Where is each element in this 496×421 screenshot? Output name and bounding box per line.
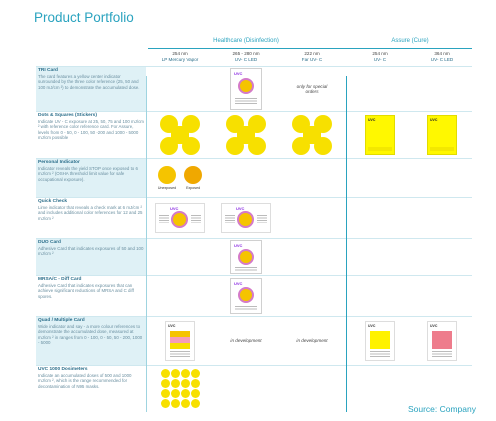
- product-image: UVC: [350, 317, 410, 365]
- product-image: UVC: [350, 112, 410, 158]
- col-header-2: 265 - 280 nm UV- C LED: [232, 51, 260, 62]
- exposed-label: Exposed: [186, 186, 201, 190]
- product-image: UVC: [214, 276, 278, 316]
- col-header-1: 254 nm LP Mercury Vapor: [161, 51, 199, 62]
- column-divider: [146, 76, 147, 412]
- row-tri-card: TRI Card The card features a yellow cent…: [36, 66, 472, 111]
- row-text: Adhesive Card that indicates exposures o…: [38, 246, 144, 257]
- product-image: UVC: [148, 198, 212, 238]
- row-dots-squares: Dots & Squares (Stickers) Indicate UV - …: [36, 111, 472, 158]
- group-header-row: Healthcare (Disinfection) Assure (Cure): [36, 38, 472, 49]
- row-description: Quick Check Lime indicator that reveals …: [36, 198, 146, 238]
- product-image: UVC: [214, 67, 278, 111]
- unexposed-label: Unexposed: [157, 186, 177, 190]
- availability-note: in development: [230, 338, 262, 344]
- product-image: Unexposed Exposed: [148, 159, 212, 197]
- col-header-3: 222 nm Far UV- C: [301, 51, 323, 62]
- row-text: The card features a yellow center indica…: [38, 74, 140, 90]
- row-text: Indicate an accumulated doses of 500 and…: [38, 373, 132, 389]
- group-underline: [148, 48, 472, 49]
- availability-note: only for special orders: [296, 83, 328, 95]
- group-healthcare: Healthcare (Disinfection): [213, 38, 279, 44]
- row-text: Indicate UV - C exposure at 25, 50, 75 a…: [38, 119, 144, 140]
- row-description: TRI Card The card features a yellow cent…: [36, 67, 146, 111]
- row-title: Quick Check: [38, 199, 68, 204]
- col-header-4: 254 nm UV- C: [372, 51, 388, 62]
- availability-note: in development: [296, 338, 328, 344]
- column-header-row: 254 nm LP Mercury Vapor 265 - 280 nm UV- C…: [36, 48, 472, 66]
- product-image: UVC: [412, 112, 472, 158]
- product-image: UVC: [148, 317, 212, 365]
- row-quick-check: Quick Check Lime indicator that reveals …: [36, 197, 472, 238]
- row-text: Lime indicator that reveals a check mark…: [38, 205, 143, 221]
- row-description: UVC 1000 Dosimeters Indicate an accumula…: [36, 366, 146, 410]
- source-note: Source: Company: [407, 404, 476, 414]
- row-description: Quad / Multiple Card Wide indicator and …: [36, 317, 146, 365]
- row-description: Personal Indicator Indicator reveals the…: [36, 159, 146, 197]
- product-image: [280, 112, 344, 158]
- row-mrsa-card: MRSA/C - Diff Card Adhesive Card that in…: [36, 275, 472, 316]
- row-title: Quad / Multiple Card: [38, 318, 85, 323]
- row-title: DUO Card: [38, 240, 61, 245]
- product-image: [214, 112, 278, 158]
- row-title: UVC 1000 Dosimeters: [38, 367, 88, 372]
- row-title: Dots & Squares (Stickers): [38, 113, 97, 118]
- col-header-5: 364 nm UV- C LED: [430, 51, 454, 62]
- product-table: Healthcare (Disinfection) Assure (Cure) …: [36, 38, 472, 412]
- row-title: MRSA/C - Diff Card: [38, 277, 82, 282]
- row-title: TRI Card: [38, 68, 58, 73]
- product-image: UVC: [412, 317, 472, 365]
- group-assure: Assure (Cure): [391, 38, 429, 44]
- group-divider: [346, 76, 347, 412]
- row-duo-card: DUO Card Adhesive Card that indicates ex…: [36, 238, 472, 275]
- row-description: MRSA/C - Diff Card Adhesive Card that in…: [36, 276, 146, 316]
- row-quad-card: Quad / Multiple Card Wide indicator and …: [36, 316, 472, 365]
- page-title: Product Portfolio: [34, 10, 134, 25]
- row-text: Wide indicator and say - a more colour r…: [38, 324, 143, 345]
- row-description: DUO Card Adhesive Card that indicates ex…: [36, 239, 146, 275]
- row-text: Adhesive Card that indicates exposures t…: [38, 283, 134, 299]
- row-description: Dots & Squares (Stickers) Indicate UV - …: [36, 112, 146, 158]
- row-title: Personal Indicator: [38, 160, 80, 165]
- row-personal-indicator: Personal Indicator Indicator reveals the…: [36, 158, 472, 197]
- product-image: UVC: [214, 198, 278, 238]
- product-image: UVC: [214, 239, 278, 275]
- product-image: [148, 112, 212, 158]
- row-uvc1000: UVC 1000 Dosimeters Indicate an accumula…: [36, 365, 472, 410]
- row-text: Indicator reveals the yield STOP once ex…: [38, 166, 138, 182]
- product-image: [148, 366, 212, 410]
